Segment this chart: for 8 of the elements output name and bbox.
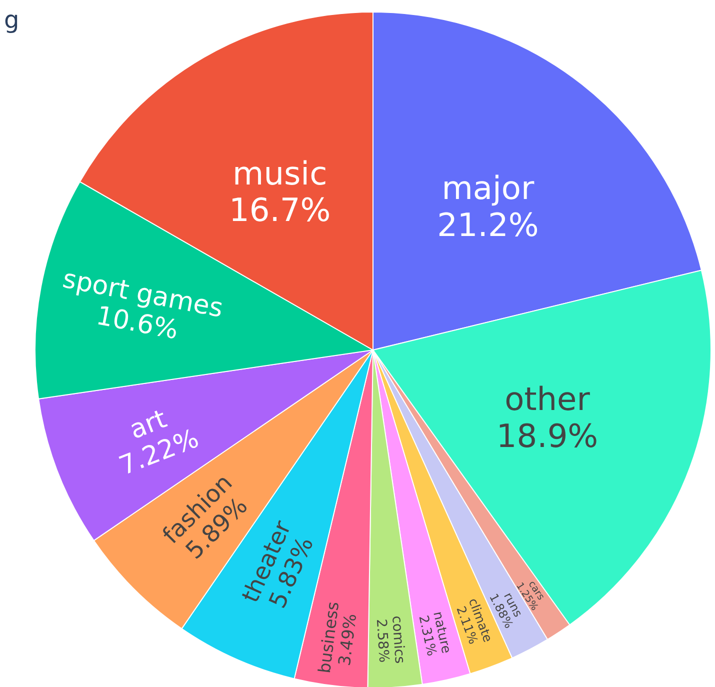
chart-title: g [4, 6, 20, 34]
data-label: 2.58% [372, 618, 392, 663]
slice-label: other [504, 380, 591, 418]
data-label: 18.9% [496, 416, 598, 455]
data-label: 21.2% [437, 206, 539, 244]
slice-label: major [442, 169, 535, 208]
slice-label: music [232, 154, 328, 192]
data-label: 16.7% [229, 191, 331, 230]
